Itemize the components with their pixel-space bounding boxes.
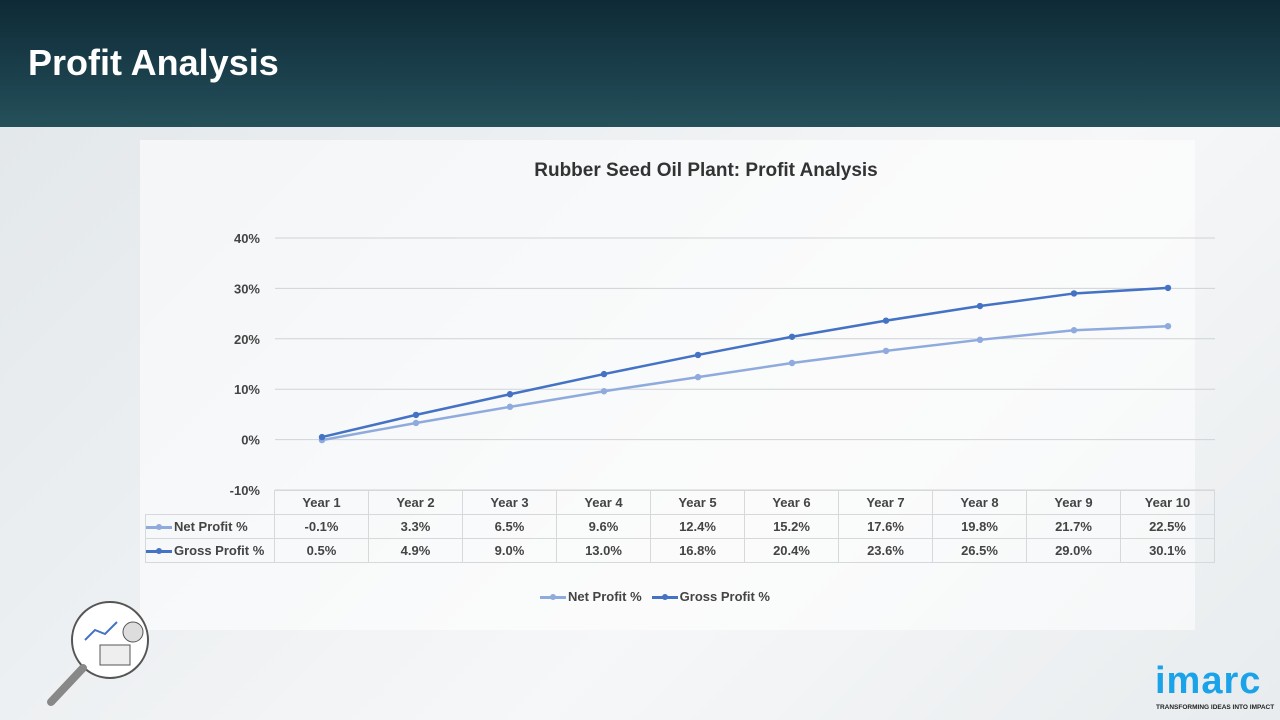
data-label: 15.2% [744, 514, 839, 539]
legend-key-icon [146, 548, 172, 555]
data-point [1164, 284, 1172, 292]
x-tick-label: Year 6 [744, 490, 839, 515]
data-point [882, 317, 890, 324]
imarc-logo: imarc [1155, 660, 1262, 702]
data-label: -0.1% [274, 514, 369, 539]
y-tick-label: 20% [234, 332, 260, 347]
data-label: 19.8% [932, 514, 1027, 539]
data-point [506, 391, 514, 398]
data-label: 16.8% [650, 538, 745, 563]
data-label: 4.9% [368, 538, 463, 563]
data-point [694, 351, 702, 359]
data-label: 17.6% [838, 514, 933, 539]
legend-label: Net Profit % [568, 589, 642, 604]
series-label: Gross Profit % [145, 538, 275, 563]
page-title: Profit Analysis [28, 42, 279, 83]
x-tick-label: Year 3 [462, 490, 557, 515]
series-name: Net Profit % [174, 519, 248, 534]
legend-item: Net Profit % [540, 589, 642, 604]
x-tick-label: Year 10 [1120, 490, 1215, 515]
data-label: 3.3% [368, 514, 463, 539]
data-label: 26.5% [932, 538, 1027, 563]
data-label: 6.5% [462, 514, 557, 539]
x-tick-label: Year 2 [368, 490, 463, 515]
data-label: 20.4% [744, 538, 839, 563]
x-tick-label: Year 8 [932, 490, 1027, 515]
magnifier-analytics-icon [47, 601, 149, 706]
legend-item: Gross Profit % [651, 589, 770, 604]
data-point [694, 373, 702, 381]
data-label: 21.7% [1026, 514, 1121, 539]
data-point [882, 347, 890, 355]
data-label: 13.0% [556, 538, 651, 563]
x-tick-label: Year 4 [556, 490, 651, 515]
data-point [976, 336, 984, 344]
series-name: Gross Profit % [174, 543, 265, 558]
legend-label: Gross Profit % [679, 589, 770, 604]
data-label: 23.6% [838, 538, 933, 563]
legend-key-icon [540, 594, 566, 601]
series-line-0 [321, 324, 1169, 442]
data-label: 0.5% [274, 538, 369, 563]
x-tick-label: Year 9 [1026, 490, 1121, 515]
y-tick-label: 30% [234, 281, 260, 296]
legend-key-icon [651, 594, 678, 601]
data-point [788, 359, 796, 367]
data-point [1070, 327, 1078, 334]
data-point [600, 388, 608, 395]
legend-key-icon [146, 524, 172, 531]
data-point [506, 403, 514, 411]
data-label: 30.1% [1120, 538, 1215, 563]
data-label: 22.5% [1120, 514, 1215, 539]
data-point [1070, 290, 1078, 297]
chart-legend: Net Profit % Gross Profit % [540, 589, 780, 604]
data-label: 9.6% [556, 514, 651, 539]
data-point [600, 370, 608, 378]
series-line-1 [321, 286, 1169, 439]
data-label: 9.0% [462, 538, 557, 563]
y-tick-label: 40% [234, 231, 260, 246]
chart-title: Rubber Seed Oil Plant: Profit Analysis [534, 160, 878, 181]
logo-tagline: TRANSFORMING IDEAS INTO IMPACT [1156, 704, 1275, 711]
y-tick-label: 0% [241, 433, 260, 448]
data-point [1164, 323, 1172, 330]
x-tick-label: Year 7 [838, 490, 933, 515]
x-tick-label: Year 5 [650, 490, 745, 515]
data-table: Year 1 Year 2 Year 3 Year 4 Year 5 Year 6 Year… [145, 490, 1215, 563]
y-tick-label: 10% [234, 382, 260, 397]
series-label: Net Profit % [145, 514, 275, 539]
data-point [412, 419, 420, 427]
header-banner [0, 0, 1280, 127]
data-point [412, 411, 420, 419]
data-label: 29.0% [1026, 538, 1121, 563]
data-point [788, 333, 796, 340]
data-point [976, 302, 984, 310]
data-point [318, 433, 326, 441]
data-label: 12.4% [650, 514, 745, 539]
x-tick-label: Year 1 [274, 490, 369, 515]
